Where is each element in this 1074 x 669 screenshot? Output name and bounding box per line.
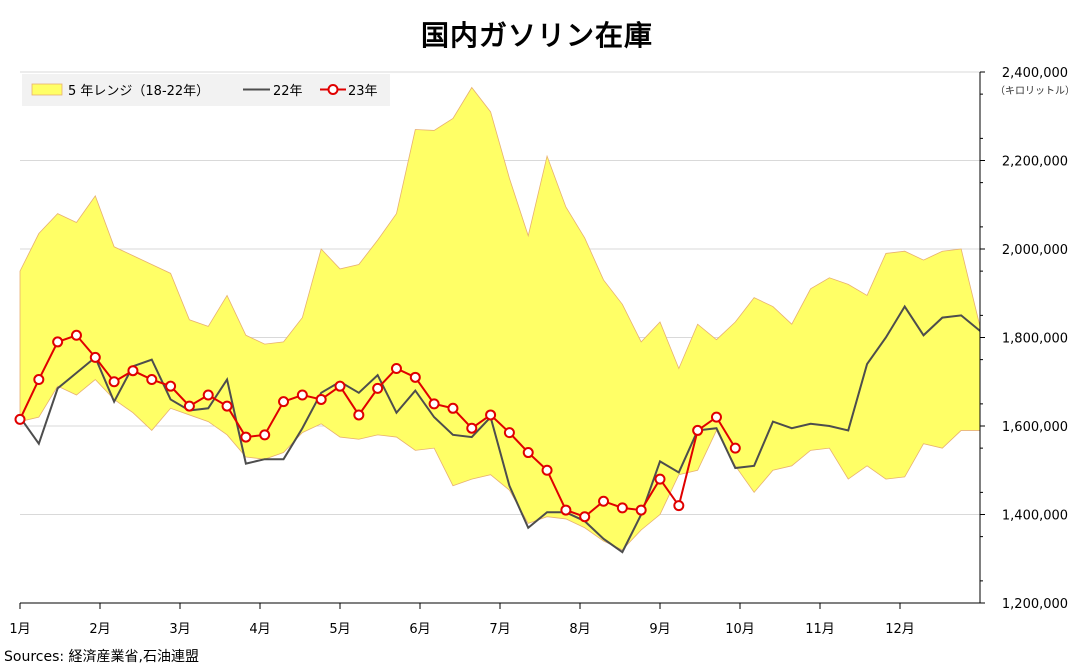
series-23-point [560, 504, 572, 516]
series-23-point [334, 380, 346, 392]
series-23-point [240, 431, 252, 443]
legend-22-label: 22年 [273, 84, 303, 99]
x-tick-label: 2月 [89, 622, 110, 637]
series-23-point [428, 398, 440, 410]
y-tick-label: 1,800,000 [1002, 332, 1068, 347]
series-23-point [108, 376, 120, 388]
series-23-point [315, 393, 327, 405]
series-22-line [19, 304, 981, 554]
series-23-point [579, 511, 591, 523]
x-tick-label: 1月 [9, 622, 30, 637]
legend-23-marker [327, 84, 339, 95]
series-23-point [729, 442, 741, 454]
range-band [19, 86, 981, 551]
y-tick-label: 2,000,000 [1002, 243, 1068, 258]
y-tick-label: 2,400,000 [1002, 66, 1068, 81]
band-area [19, 86, 981, 551]
series-23-point [14, 413, 26, 425]
x-tick-label: 8月 [569, 622, 590, 637]
series-23-point [635, 504, 647, 516]
series-23-point [278, 396, 290, 408]
y-tick-label: 2,200,000 [1002, 155, 1068, 170]
x-tick-label: 4月 [249, 622, 270, 637]
series-23-point [485, 409, 497, 421]
series-23-point [654, 473, 666, 485]
series-23-point [33, 374, 45, 386]
series-23-point [89, 351, 101, 363]
series-23-point [372, 382, 384, 394]
series-23-point [598, 495, 610, 507]
series-23-point [165, 380, 177, 392]
y-tick-label: 1,400,000 [1002, 509, 1068, 524]
y-unit-label: （キロリットル） [995, 85, 1074, 97]
x-tick-label: 11月 [805, 622, 835, 637]
series-23-point [353, 409, 365, 421]
legend-band-label: 5 年レンジ（18-22年） [68, 84, 209, 99]
series-23-point [296, 389, 308, 401]
series-23-point [522, 447, 534, 459]
legend: 5 年レンジ（18-22年） 22年 23年 [22, 74, 390, 106]
series-lines [14, 304, 981, 554]
legend-band-swatch [31, 83, 63, 96]
source-note: Sources: 経済産業省,石油連盟 [4, 649, 199, 665]
series-23-point [70, 329, 82, 341]
series-23-point [183, 400, 195, 412]
x-tick-label: 7月 [489, 622, 510, 637]
x-tick-label: 6月 [409, 622, 430, 637]
x-tick-label: 12月 [885, 622, 915, 637]
series-23-point [127, 365, 139, 377]
chart-title: 国内ガソリン在庫 [420, 19, 653, 52]
x-tick-label: 5月 [329, 622, 350, 637]
series-23-point [447, 402, 459, 414]
series-23-point [202, 389, 214, 401]
series-23-point [221, 400, 233, 412]
series-23-point [692, 424, 704, 436]
series-23-point [390, 362, 402, 374]
series-23-point [541, 464, 553, 476]
x-tick-label: 9月 [649, 622, 670, 637]
series-23-point [710, 411, 722, 423]
x-tick-label: 10月 [725, 622, 755, 637]
x-tick-label: 3月 [169, 622, 190, 637]
axes: 1,200,000 1,400,000 1,600,000 1,800,000 2,00… [9, 66, 1074, 637]
series-23-point [259, 429, 271, 441]
series-23-point [146, 374, 158, 386]
legend-23-label: 23年 [348, 84, 378, 99]
y-tick-label: 1,200,000 [1002, 597, 1068, 612]
series-23-point [466, 422, 478, 434]
series-23-point [616, 502, 628, 514]
series-23-point [503, 427, 515, 439]
series-23-point [673, 500, 685, 512]
series-23-point [52, 336, 64, 348]
series-23-point [409, 371, 421, 383]
y-tick-label: 1,600,000 [1002, 420, 1068, 435]
